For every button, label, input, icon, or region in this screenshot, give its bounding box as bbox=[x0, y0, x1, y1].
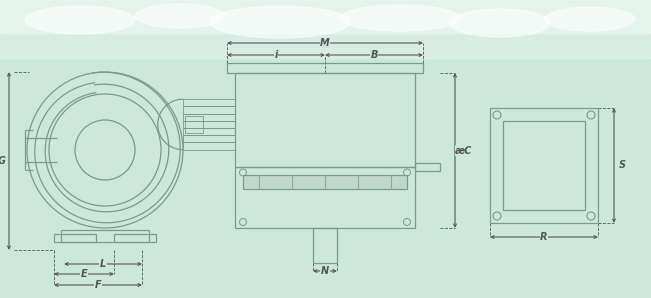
Ellipse shape bbox=[25, 6, 135, 34]
Bar bbox=[490, 108, 598, 223]
Bar bbox=[313, 228, 337, 263]
Bar bbox=[114, 234, 156, 242]
Text: R: R bbox=[540, 232, 547, 242]
Bar bbox=[0, 0, 651, 33]
Bar bbox=[415, 162, 440, 170]
Bar bbox=[503, 121, 585, 210]
Text: F: F bbox=[94, 280, 102, 290]
Bar bbox=[183, 121, 235, 128]
Bar bbox=[227, 63, 423, 73]
Text: æC: æC bbox=[455, 145, 473, 156]
Text: N: N bbox=[321, 266, 329, 276]
Text: G: G bbox=[0, 156, 6, 166]
Text: S: S bbox=[618, 161, 626, 170]
Ellipse shape bbox=[545, 7, 635, 31]
Bar bbox=[183, 99, 235, 106]
Bar bbox=[183, 114, 235, 121]
Bar bbox=[183, 142, 235, 150]
Bar bbox=[183, 128, 235, 135]
Bar bbox=[183, 106, 235, 114]
Text: E: E bbox=[81, 269, 87, 279]
Ellipse shape bbox=[450, 9, 550, 37]
Bar bbox=[243, 175, 407, 189]
Ellipse shape bbox=[210, 6, 350, 38]
Text: B: B bbox=[370, 50, 378, 60]
Text: i: i bbox=[274, 50, 278, 60]
Ellipse shape bbox=[135, 4, 225, 28]
Bar bbox=[235, 73, 415, 167]
Bar bbox=[183, 135, 235, 142]
Text: M: M bbox=[320, 38, 330, 48]
Bar bbox=[235, 167, 415, 228]
Text: L: L bbox=[100, 259, 106, 269]
Bar bbox=[185, 116, 202, 133]
Ellipse shape bbox=[340, 5, 460, 31]
Bar bbox=[0, 0, 651, 58]
Bar bbox=[54, 234, 96, 242]
